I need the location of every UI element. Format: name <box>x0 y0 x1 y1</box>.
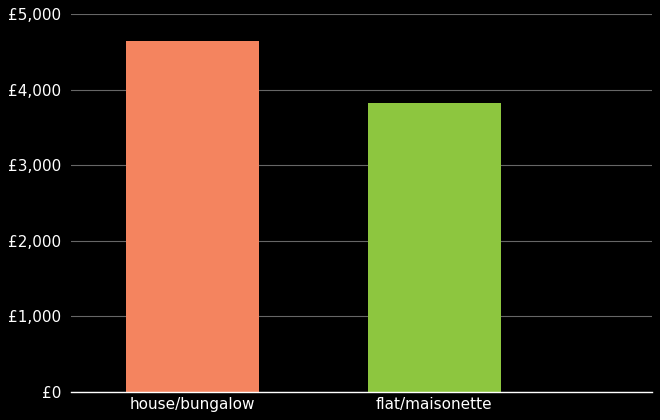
Bar <box>368 103 500 392</box>
Bar <box>125 41 259 392</box>
